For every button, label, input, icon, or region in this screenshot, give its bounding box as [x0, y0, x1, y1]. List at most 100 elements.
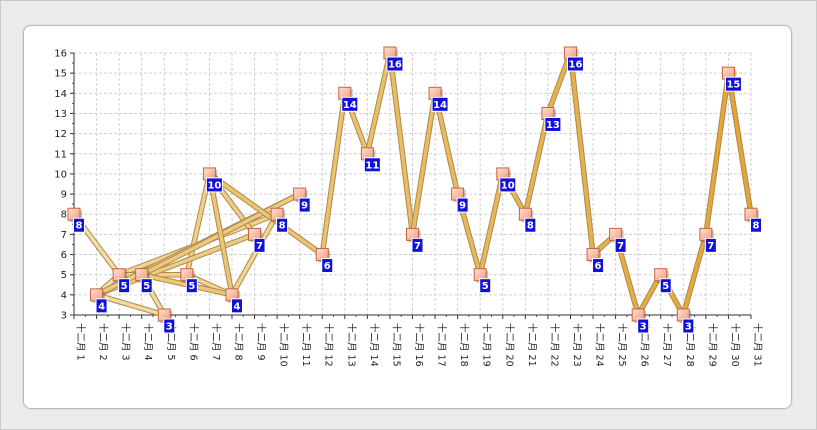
y-tick-label: 14 [54, 89, 67, 100]
y-tick-label: 3 [61, 311, 67, 322]
x-tick-text: 十二月 28 [684, 323, 696, 367]
x-tick-text: 十二月 26 [639, 323, 651, 367]
line-segment [388, 51, 415, 237]
x-tick-text: 十二月 4 [142, 323, 154, 361]
x-tick-text: 十二月 31 [752, 323, 764, 367]
line-segment [568, 51, 595, 257]
x-tick-label: 十二月 24 [594, 323, 606, 367]
x-tick-text: 十二月 11 [300, 323, 312, 367]
line-segment [478, 172, 505, 277]
data-label-box [456, 197, 469, 213]
x-tick-text: 十二月 3 [120, 323, 132, 361]
line-segment [410, 91, 437, 237]
data-label: 6 [595, 261, 602, 272]
data-label-box [431, 96, 449, 112]
x-tick-label: 十二月 26 [639, 323, 651, 367]
data-label: 5 [662, 281, 669, 292]
x-tick-text: 十二月 24 [594, 323, 606, 367]
data-label-box [185, 278, 198, 294]
x-tick-label: 十二月 11 [300, 323, 312, 367]
data-label-box [73, 217, 85, 233]
y-tick-label: 10 [54, 169, 67, 180]
x-tick-label: 十二月 12 [323, 323, 335, 367]
data-label: 14 [343, 100, 357, 111]
x-tick-label: 十二月 23 [571, 323, 583, 367]
data-label: 8 [76, 221, 83, 232]
x-tick-text: 十二月 15 [390, 323, 402, 367]
x-tick-label: 十二月 29 [706, 323, 718, 367]
x-tick-text: 十二月 29 [706, 323, 718, 367]
y-tick-label: 11 [54, 149, 67, 160]
data-label-box [682, 318, 695, 334]
data-label-box [544, 116, 562, 132]
line-segment [546, 51, 573, 116]
data-label: 3 [685, 322, 692, 333]
x-tick-label: 十二月 10 [278, 323, 290, 367]
x-tick-label: 十二月 30 [729, 323, 741, 367]
data-label: 14 [433, 100, 447, 111]
line-segment [523, 111, 550, 216]
line-segment [320, 91, 347, 257]
x-tick-text: 十二月 18 [458, 323, 470, 367]
data-label-box [276, 217, 289, 233]
x-tick-text: 十二月 10 [278, 323, 290, 367]
line-segment [726, 71, 753, 216]
x-tick-label: 十二月 27 [661, 323, 673, 367]
x-tick-label: 十二月 9 [255, 323, 267, 361]
data-label: 8 [279, 221, 286, 232]
data-label-box [363, 157, 381, 173]
x-tick-text: 十二月 23 [571, 323, 583, 367]
x-tick-text: 十二月 7 [210, 323, 222, 361]
x-tick-label: 十二月 16 [413, 323, 425, 367]
chart-panel [23, 25, 792, 409]
data-label-box [321, 258, 334, 274]
y-tick-label: 12 [54, 129, 67, 140]
y-tick-label: 4 [61, 290, 67, 301]
data-label-box [566, 56, 584, 72]
x-tick-label: 十二月 25 [616, 323, 628, 367]
data-label-box [750, 217, 762, 233]
y-tick-label: 9 [61, 190, 67, 201]
x-tick-text: 十二月 9 [255, 323, 267, 361]
data-label: 11 [365, 160, 379, 171]
data-label: 5 [188, 281, 195, 292]
x-tick-label: 十二月 18 [458, 323, 470, 367]
data-label: 7 [617, 241, 624, 252]
line-segment [230, 212, 279, 297]
data-label: 7 [707, 241, 714, 252]
x-tick-label: 十二月 22 [548, 323, 560, 367]
data-label: 9 [459, 201, 466, 212]
data-label: 16 [388, 60, 402, 71]
x-tick-label: 十二月 28 [684, 323, 696, 367]
x-tick-label: 十二月 2 [97, 323, 109, 361]
y-tick-label: 7 [61, 230, 67, 241]
x-tick-text: 十二月 19 [481, 323, 493, 367]
data-label: 8 [753, 221, 760, 232]
series-line [71, 50, 754, 318]
x-tick-text: 十二月 22 [548, 323, 560, 367]
data-label-box [95, 298, 108, 314]
data-label-box [637, 318, 650, 334]
data-label: 7 [256, 241, 263, 252]
data-label-box [592, 258, 605, 274]
data-labels: 8 4 5 5 3 5 10 4 7 8 9 6 14 11 16 7 14 9 5 10 8 13 16 6 7 3 5 3 7 15 8 [73, 56, 762, 334]
x-tick-label: 十二月 6 [187, 323, 199, 361]
line-segment [681, 232, 708, 317]
x-tick-text: 十二月 14 [368, 323, 380, 367]
data-label: 5 [143, 281, 150, 292]
data-label-box [253, 237, 266, 253]
x-tick-text: 十二月 2 [97, 323, 109, 361]
data-label: 5 [482, 281, 489, 292]
y-tick-label: 15 [54, 69, 67, 80]
x-tick-text: 十二月 8 [232, 323, 244, 361]
data-label: 13 [546, 120, 560, 131]
data-label: 9 [301, 201, 308, 212]
data-label: 4 [233, 301, 240, 312]
line-segment [207, 172, 324, 257]
data-label: 7 [414, 241, 421, 252]
x-tick-text: 十二月 17 [436, 323, 448, 367]
data-label-box [230, 298, 243, 314]
data-label-box [479, 278, 492, 294]
